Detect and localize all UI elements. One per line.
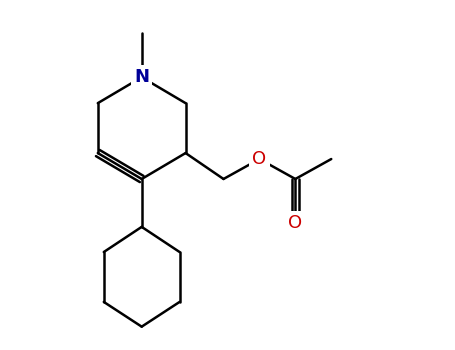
Text: O: O	[288, 214, 303, 232]
Text: O: O	[253, 150, 267, 168]
Text: N: N	[134, 68, 149, 86]
